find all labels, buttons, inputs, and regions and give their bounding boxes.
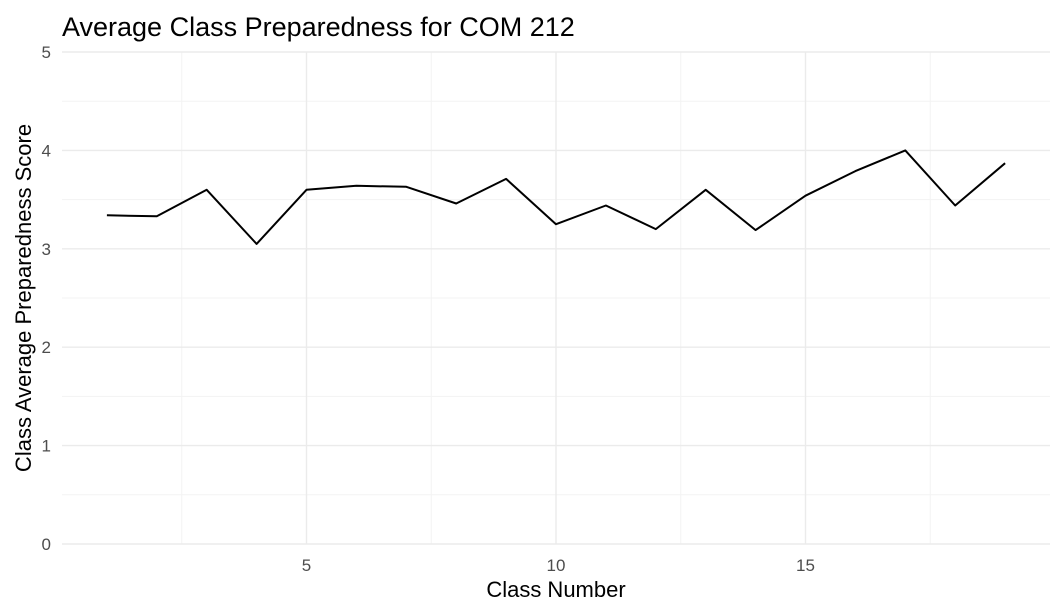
y-tick-label: 5 — [42, 43, 51, 62]
y-tick-label: 2 — [42, 338, 51, 357]
series-layer — [106, 149, 1006, 245]
x-tick-label: 5 — [302, 556, 311, 575]
x-axis-label: Class Number — [486, 577, 625, 602]
series-line — [106, 149, 1006, 245]
y-tick-label: 4 — [42, 141, 51, 160]
chart-title: Average Class Preparedness for COM 212 — [62, 12, 575, 42]
y-axis-label: Class Average Preparedness Score — [11, 124, 36, 472]
y-tick-label: 1 — [42, 437, 51, 456]
x-tick-label: 10 — [547, 556, 566, 575]
tick-labels: 0 1 2 3 4 5 5 10 15 — [42, 43, 815, 575]
y-tick-label: 3 — [42, 240, 51, 259]
grid-lines — [62, 51, 1050, 545]
x-tick-label: 15 — [796, 556, 815, 575]
y-tick-label: 0 — [42, 535, 51, 554]
